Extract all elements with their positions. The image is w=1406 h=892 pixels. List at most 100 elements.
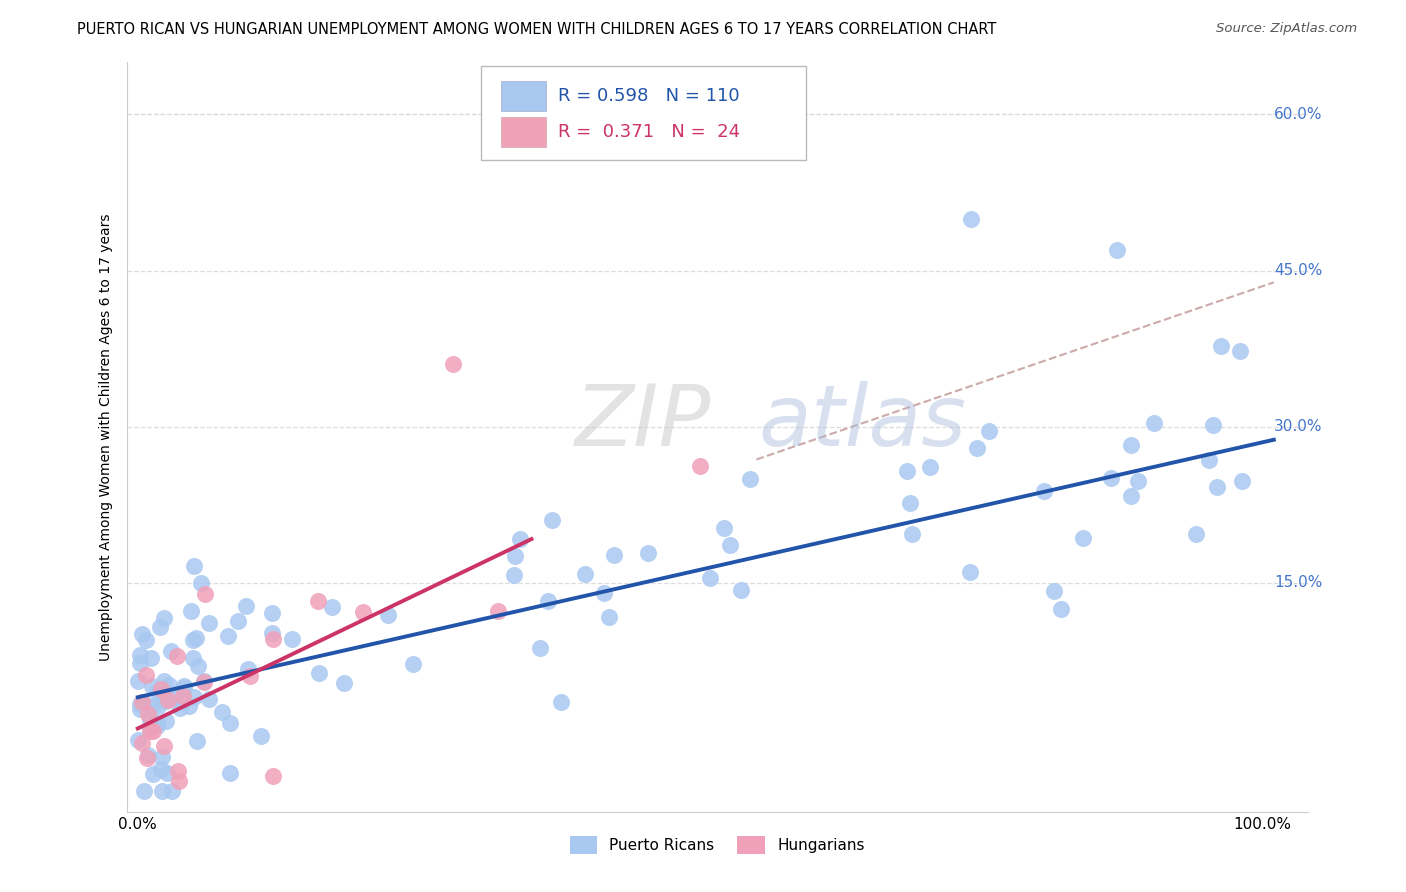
Point: [131, 736, 153, 750]
Point: [1198, 452, 1220, 467]
Point: [959, 565, 981, 579]
Point: [321, 599, 343, 614]
Point: [194, 587, 217, 601]
Point: [1230, 474, 1253, 488]
Point: [901, 527, 924, 541]
Point: [150, 784, 173, 798]
Point: [1211, 339, 1233, 353]
Point: [146, 698, 169, 713]
Point: [146, 715, 169, 730]
Point: [149, 681, 172, 696]
Point: [186, 734, 208, 748]
Point: [236, 662, 259, 676]
Point: [1126, 474, 1149, 488]
Point: [156, 766, 179, 780]
Text: R = 0.598   N = 110: R = 0.598 N = 110: [558, 87, 740, 105]
Point: [183, 559, 205, 574]
Point: [139, 721, 162, 735]
Point: [713, 521, 735, 535]
Point: [167, 764, 190, 778]
Point: [979, 424, 1001, 438]
Point: [509, 533, 531, 547]
Point: [529, 640, 551, 655]
Text: 45.0%: 45.0%: [1274, 263, 1322, 278]
Point: [142, 698, 165, 712]
Point: [150, 762, 173, 776]
Point: [132, 696, 155, 710]
Point: [1202, 418, 1225, 433]
Point: [281, 632, 304, 647]
Point: [127, 732, 149, 747]
Point: [250, 730, 273, 744]
Point: [135, 668, 157, 682]
Bar: [501, 81, 546, 112]
Point: [402, 657, 425, 671]
Point: [198, 615, 221, 630]
Point: [134, 784, 156, 798]
Point: [128, 648, 150, 662]
Point: [593, 585, 616, 599]
Point: [129, 702, 152, 716]
Point: [730, 583, 752, 598]
Point: [139, 713, 162, 727]
Point: [141, 767, 163, 781]
Text: atlas: atlas: [758, 381, 966, 464]
Point: [155, 693, 177, 707]
Point: [1205, 480, 1227, 494]
Point: [169, 773, 191, 788]
Point: [172, 690, 194, 704]
Point: [598, 610, 620, 624]
Bar: [501, 117, 546, 147]
Point: [332, 676, 354, 690]
Point: [1119, 438, 1142, 452]
Point: [166, 648, 188, 663]
Point: [145, 719, 167, 733]
Point: [898, 496, 921, 510]
Point: [162, 784, 184, 798]
Point: [150, 750, 173, 764]
Text: Source: ZipAtlas.com: Source: ZipAtlas.com: [1216, 22, 1357, 36]
Text: ZIP: ZIP: [575, 381, 711, 464]
Point: [155, 714, 177, 728]
Point: [159, 644, 181, 658]
Point: [226, 614, 249, 628]
Point: [173, 681, 195, 695]
Point: [136, 751, 159, 765]
Point: [262, 769, 284, 783]
Point: [136, 747, 159, 762]
Legend: Puerto Ricans, Hungarians: Puerto Ricans, Hungarians: [564, 830, 870, 860]
Point: [218, 765, 240, 780]
Point: [262, 606, 284, 620]
Point: [219, 715, 242, 730]
Point: [153, 674, 176, 689]
Point: [211, 705, 233, 719]
Text: PUERTO RICAN VS HUNGARIAN UNEMPLOYMENT AMONG WOMEN WITH CHILDREN AGES 6 TO 17 YE: PUERTO RICAN VS HUNGARIAN UNEMPLOYMENT A…: [77, 22, 997, 37]
Point: [141, 650, 163, 665]
Point: [193, 673, 215, 688]
Point: [136, 707, 159, 722]
Point: [718, 538, 741, 552]
Point: [179, 699, 201, 714]
Y-axis label: Unemployment Among Women with Children Ages 6 to 17 years: Unemployment Among Women with Children A…: [100, 213, 114, 661]
Point: [217, 629, 239, 643]
Point: [1143, 417, 1166, 431]
Point: [173, 679, 195, 693]
Point: [128, 698, 150, 712]
Point: [1099, 471, 1122, 485]
Point: [198, 692, 221, 706]
Point: [896, 464, 918, 478]
Text: R =  0.371   N =  24: R = 0.371 N = 24: [558, 123, 740, 141]
Point: [505, 549, 527, 563]
Point: [738, 472, 761, 486]
Point: [148, 620, 170, 634]
Point: [1229, 344, 1251, 359]
Point: [163, 691, 186, 706]
Point: [486, 604, 509, 618]
Point: [181, 632, 204, 647]
Point: [135, 632, 157, 647]
Point: [1184, 527, 1206, 541]
Point: [603, 548, 626, 562]
Point: [689, 458, 711, 473]
Point: [141, 679, 163, 693]
Point: [1033, 484, 1056, 499]
